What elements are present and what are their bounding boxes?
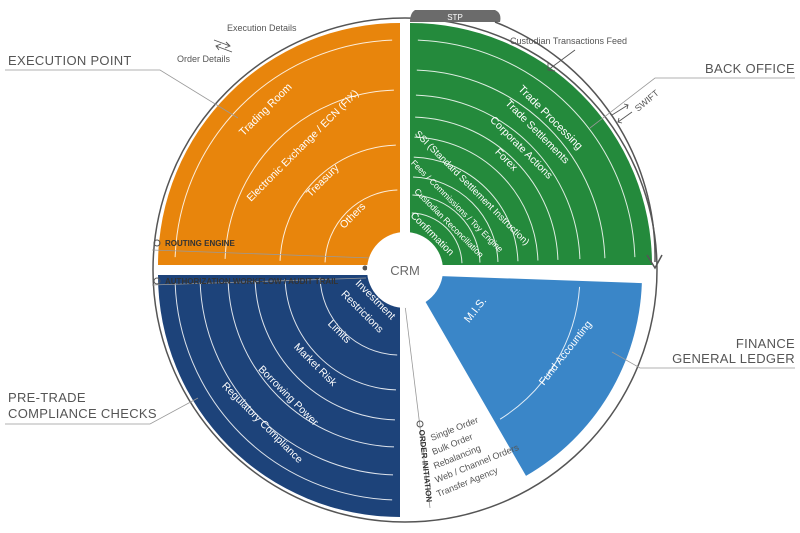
back-office-sector	[410, 23, 652, 265]
order-initiation-line	[404, 304, 431, 509]
finance-label-1: FINANCE	[736, 336, 795, 351]
swift-arrows-icon	[611, 103, 633, 124]
arcsBack-arc-4	[414, 136, 539, 261]
execution-arcs	[174, 39, 398, 263]
order-gear-icon	[416, 420, 424, 428]
arcsPre-arc-2	[227, 280, 395, 448]
crm-left-dot	[362, 265, 368, 271]
arcsPre-arc-1	[199, 281, 394, 476]
custodian-feed-label: Custodian Transactions Feed	[510, 36, 627, 46]
pretrade-leader	[5, 397, 199, 425]
pretrade-sector	[158, 275, 400, 517]
finance-sector	[410, 275, 642, 476]
stp-flow-arrow	[494, 21, 656, 263]
arcsPre-arc-3	[254, 280, 395, 421]
arcsPre-arc-0	[174, 282, 393, 501]
execution-point-label: EXECUTION POINT	[8, 53, 132, 68]
arcsExec-arc-3	[324, 189, 398, 263]
back-office-arcs	[411, 39, 636, 264]
arcsBack-arc-2	[415, 94, 581, 260]
outer-ring	[152, 17, 658, 523]
routing-gear-icon	[153, 239, 161, 247]
stp-arrow-head	[646, 254, 663, 270]
arcsBack-arc-6	[413, 176, 499, 262]
crm-hub	[367, 232, 443, 308]
arcsExec-arc-1	[224, 89, 394, 259]
pretrade-arcs	[174, 277, 398, 501]
execution-details-label: Execution Details	[227, 23, 297, 33]
routing-line	[151, 249, 373, 259]
arcsPre-arc-5	[319, 277, 398, 356]
arcsExec-arc-0	[174, 39, 393, 258]
execution-sector	[158, 23, 400, 265]
arcsExec-arc-2	[279, 144, 396, 261]
custodian-feed-arrow	[547, 49, 576, 72]
execution-leader	[5, 69, 239, 119]
back-office-leader	[589, 77, 795, 129]
arcsBack-arc-3	[415, 116, 559, 260]
exchange-arrows-icon	[213, 39, 233, 53]
stp-tab	[410, 10, 501, 22]
arcsFin-arc-0	[499, 286, 581, 420]
arcsPre-arc-4	[284, 278, 397, 391]
finance-leader	[611, 351, 795, 369]
finance-label-2: GENERAL LEDGER	[672, 351, 795, 366]
arcsBack-arc-5	[413, 156, 519, 262]
arcsBack-arc-7	[412, 194, 481, 263]
pretrade-label-2: COMPLIANCE CHECKS	[8, 406, 157, 421]
authorization-gear-icon	[153, 277, 161, 285]
arcsBack-arc-1	[416, 69, 606, 259]
back-office-label: BACK OFFICE	[705, 61, 795, 76]
arcsBack-arc-0	[417, 39, 636, 258]
authorization-line	[151, 277, 367, 286]
authorization-label: AUTHORIZATION WORKFLOW / AUDIT TRAIL	[165, 277, 338, 286]
crm-label: CRM	[390, 263, 420, 278]
routing-engine-label: ROUTING ENGINE	[165, 239, 235, 248]
order-details-label: Order Details	[177, 54, 231, 64]
pretrade-label-1: PRE-TRADE	[8, 390, 86, 405]
arcsBack-arc-8	[411, 212, 463, 264]
finance-arcs	[499, 286, 581, 420]
stp-label: STP	[447, 13, 463, 22]
